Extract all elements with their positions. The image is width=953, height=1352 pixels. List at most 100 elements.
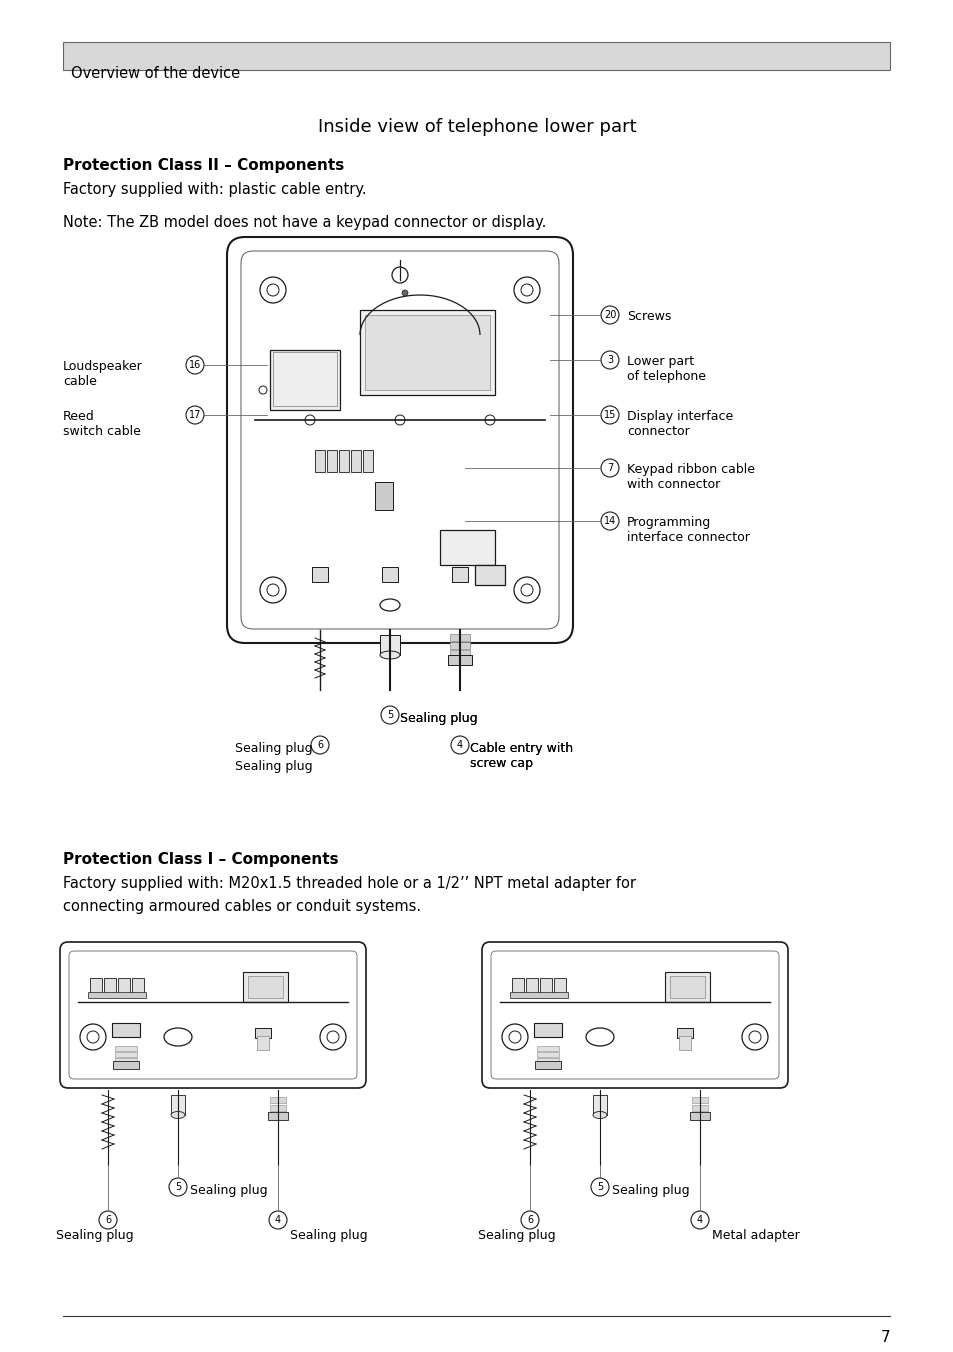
Text: Sealing plug: Sealing plug [56, 1229, 133, 1242]
Bar [593, 1095, 606, 1115]
Text: Cable entry with
screw cap: Cable entry with screw cap [470, 742, 573, 771]
Circle shape [80, 1023, 106, 1051]
Bar [270, 350, 339, 410]
Bar [351, 450, 360, 472]
Circle shape [451, 735, 469, 754]
Bar [63, 42, 889, 70]
Bar [115, 1046, 137, 1051]
Bar [256, 1036, 269, 1051]
Circle shape [186, 406, 204, 425]
Text: Programming
interface connector: Programming interface connector [626, 516, 749, 544]
Text: Factory supplied with: M20x1.5 threaded hole or a 1/2’’ NPT metal adapter for: Factory supplied with: M20x1.5 threaded … [63, 876, 636, 891]
Bar [537, 1059, 558, 1063]
Circle shape [520, 1211, 538, 1229]
Bar [448, 654, 472, 665]
Text: connecting armoured cables or conduit systems.: connecting armoured cables or conduit sy… [63, 899, 420, 914]
Bar [679, 1036, 690, 1051]
Bar [537, 1046, 558, 1051]
Text: Note: The ZB model does not have a keypad connector or display.: Note: The ZB model does not have a keypa… [63, 215, 546, 230]
Bar [243, 972, 288, 1002]
Text: Cable entry with
screw cap: Cable entry with screw cap [470, 742, 573, 771]
Text: 5: 5 [597, 1182, 602, 1192]
Bar [439, 530, 495, 565]
Text: Sealing plug: Sealing plug [477, 1229, 555, 1242]
Circle shape [501, 1023, 527, 1051]
Circle shape [600, 352, 618, 369]
Bar [112, 1061, 139, 1069]
Bar [381, 566, 397, 581]
Bar [664, 972, 709, 1002]
Bar [475, 565, 504, 585]
Bar [510, 992, 567, 998]
FancyBboxPatch shape [227, 237, 573, 644]
Text: Metal adapter: Metal adapter [711, 1229, 799, 1242]
Bar [118, 977, 130, 996]
Text: 4: 4 [697, 1215, 702, 1225]
Bar [132, 977, 144, 996]
Bar [689, 1111, 709, 1119]
Ellipse shape [593, 1111, 606, 1118]
Ellipse shape [379, 652, 399, 658]
Text: Lower part
of telephone: Lower part of telephone [626, 356, 705, 383]
Bar [314, 450, 325, 472]
Text: Sealing plug: Sealing plug [612, 1184, 689, 1197]
Bar [535, 1061, 560, 1069]
Circle shape [600, 406, 618, 425]
FancyBboxPatch shape [60, 942, 366, 1088]
Bar [363, 450, 373, 472]
Text: Reed
switch cable: Reed switch cable [63, 410, 141, 438]
Text: 14: 14 [603, 516, 616, 526]
Text: 4: 4 [456, 740, 462, 750]
Text: Protection Class I – Components: Protection Class I – Components [63, 852, 338, 867]
Bar [554, 977, 565, 996]
Bar [534, 1023, 561, 1037]
FancyBboxPatch shape [481, 942, 787, 1088]
Bar [312, 566, 328, 581]
Text: 6: 6 [316, 740, 323, 750]
Bar [669, 976, 704, 998]
Bar [270, 1096, 286, 1103]
Bar [88, 992, 146, 998]
Circle shape [260, 577, 286, 603]
Bar [512, 977, 523, 996]
Bar [691, 1113, 707, 1119]
Text: 5: 5 [387, 710, 393, 721]
Bar [338, 450, 349, 472]
Bar [270, 1105, 286, 1111]
Circle shape [514, 577, 539, 603]
Text: 3: 3 [606, 356, 613, 365]
Text: Sealing plug: Sealing plug [234, 742, 313, 754]
Text: 15: 15 [603, 410, 616, 420]
Bar [254, 1028, 271, 1038]
Text: Factory supplied with: plastic cable entry.: Factory supplied with: plastic cable ent… [63, 183, 366, 197]
Circle shape [690, 1211, 708, 1229]
Circle shape [600, 458, 618, 477]
Bar [450, 642, 470, 649]
Text: 7: 7 [606, 462, 613, 473]
Bar [104, 977, 116, 996]
Circle shape [169, 1178, 187, 1197]
Bar [248, 976, 283, 998]
Bar [115, 1059, 137, 1063]
Text: Loudspeaker
cable: Loudspeaker cable [63, 360, 143, 388]
Bar [273, 352, 336, 406]
Text: Overview of the device: Overview of the device [71, 66, 240, 81]
Text: Display interface
connector: Display interface connector [626, 410, 733, 438]
Bar [537, 1052, 558, 1057]
Circle shape [741, 1023, 767, 1051]
Bar [327, 450, 336, 472]
Circle shape [380, 706, 398, 725]
Bar [677, 1028, 692, 1038]
Bar [268, 1111, 288, 1119]
Bar [691, 1096, 707, 1103]
Bar [359, 310, 495, 395]
Circle shape [514, 277, 539, 303]
Bar [525, 977, 537, 996]
Text: 17: 17 [189, 410, 201, 420]
Circle shape [311, 735, 329, 754]
Circle shape [99, 1211, 117, 1229]
Bar [90, 977, 102, 996]
Circle shape [269, 1211, 287, 1229]
Circle shape [260, 277, 286, 303]
Circle shape [600, 512, 618, 530]
